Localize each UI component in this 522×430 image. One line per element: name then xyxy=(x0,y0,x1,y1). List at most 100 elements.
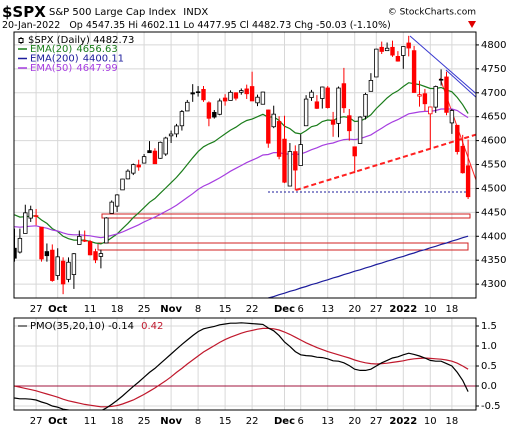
candle-body xyxy=(39,226,44,260)
exchange: INDX xyxy=(183,7,208,18)
candle-body xyxy=(71,253,77,275)
legend-name: EMA(20) xyxy=(30,44,72,55)
x-tick-label: 27 xyxy=(30,304,43,315)
header-quote: 20-Jan-2022 Op 4547.35 Hi 4602.11 Lo 447… xyxy=(2,20,391,31)
candle-body xyxy=(384,47,390,52)
y-tick-label: 4700 xyxy=(481,88,506,99)
candle-body xyxy=(93,251,98,261)
candle-body xyxy=(244,88,249,95)
candle-body xyxy=(352,146,357,157)
legend-value: 0.42 xyxy=(141,321,163,332)
high-value: 4602.11 xyxy=(141,20,180,31)
y-tick-label: 4550 xyxy=(481,160,506,171)
trend-line xyxy=(409,35,476,95)
candle-body xyxy=(460,145,465,174)
price-plot xyxy=(14,35,476,298)
y-tick-label: -0.5 xyxy=(481,401,501,412)
candle-body xyxy=(406,42,411,49)
legend-value: 4656.63 xyxy=(76,44,117,55)
candle-body xyxy=(266,109,271,144)
candle-body xyxy=(136,164,141,168)
candle-body xyxy=(141,156,147,164)
x-tick-label: 10 xyxy=(424,416,437,427)
legend-entry: $SPX (Daily) 4482.73 xyxy=(28,35,134,46)
candle-body xyxy=(379,46,384,52)
candle-body xyxy=(50,249,55,281)
candle-body xyxy=(314,101,320,109)
candle-body xyxy=(152,150,158,165)
y-tick-label: 0.5 xyxy=(481,361,497,372)
x-tick-label: 27 xyxy=(30,416,43,427)
candle-body xyxy=(55,256,60,276)
x-tick-label: Dec xyxy=(274,416,295,427)
pmo-line xyxy=(14,327,469,408)
change: -50.03 xyxy=(316,20,347,31)
candle-body xyxy=(77,235,82,245)
y-tick-label: 1.0 xyxy=(481,341,497,352)
candle-body xyxy=(293,151,298,171)
candle-body xyxy=(368,80,374,92)
candle-body xyxy=(33,215,39,217)
candle-body xyxy=(374,48,379,78)
candle-body xyxy=(336,87,341,124)
x-tick-label: 6 xyxy=(298,304,304,315)
candle-body xyxy=(325,87,330,109)
candle-body xyxy=(28,209,33,219)
x-tick-label: 20 xyxy=(348,304,361,315)
change-pct: (-1.10%) xyxy=(350,20,391,31)
legend-name: PMO(35,20,10) xyxy=(30,321,105,332)
x-tick-label: 13 xyxy=(321,304,334,315)
x-tick-label: 2022 xyxy=(389,416,417,427)
candle-body xyxy=(411,50,417,93)
index-name: S&P 500 Large Cap Index xyxy=(49,7,176,18)
candle-body xyxy=(195,91,201,94)
x-tick-label: 18 xyxy=(446,304,459,315)
candle-body xyxy=(82,240,87,242)
candle-body xyxy=(282,138,287,183)
open-value: 4547.35 xyxy=(86,20,125,31)
candle-body xyxy=(438,78,444,81)
candle-body xyxy=(104,217,109,244)
candle-body xyxy=(309,91,314,98)
low-value: 4477.95 xyxy=(197,20,236,31)
x-tick-label: Dec xyxy=(274,304,295,315)
y-tick-label: 4350 xyxy=(481,255,506,266)
y-tick-label: 4500 xyxy=(481,183,506,194)
x-tick-label: 11 xyxy=(84,304,97,315)
x-tick-label: 22 xyxy=(246,304,259,315)
x-tick-label: 18 xyxy=(111,304,124,315)
x-tick-label: 27 xyxy=(370,416,383,427)
candle-body xyxy=(114,194,120,207)
candle-body xyxy=(158,141,163,159)
ema-line xyxy=(266,235,469,298)
legend-value: 4482.73 xyxy=(93,35,134,46)
legend-name: $SPX (Daily) xyxy=(28,35,90,46)
x-tick-label: 6 xyxy=(298,416,304,427)
candle-body xyxy=(363,94,368,117)
candle-body xyxy=(417,94,422,97)
candle-body xyxy=(341,83,347,109)
candle-body xyxy=(17,237,23,253)
candle-body xyxy=(287,151,293,187)
trend-line xyxy=(445,69,476,98)
x-tick-label: 15 xyxy=(219,304,232,315)
legend-entry: EMA(20) 4656.63 xyxy=(30,44,118,55)
x-tick-label: 8 xyxy=(195,416,201,427)
close-value: 4482.73 xyxy=(252,20,291,31)
x-tick-label: Oct xyxy=(48,416,67,427)
candle-body xyxy=(233,92,239,99)
candle-body xyxy=(174,125,179,135)
x-tick-label: 15 xyxy=(219,416,232,427)
date: 20-Jan-2022 xyxy=(2,20,60,31)
candle-body xyxy=(87,241,93,256)
candle-body xyxy=(444,76,449,113)
y-tick-label: 0.0 xyxy=(481,381,497,392)
y-tick-label: 4650 xyxy=(481,112,506,123)
candle-body xyxy=(212,111,217,118)
label: Cl xyxy=(240,20,249,31)
candle-body xyxy=(303,98,309,127)
candle-body xyxy=(422,93,428,105)
candle-body xyxy=(228,91,233,101)
x-tick-label: 2022 xyxy=(389,304,417,315)
